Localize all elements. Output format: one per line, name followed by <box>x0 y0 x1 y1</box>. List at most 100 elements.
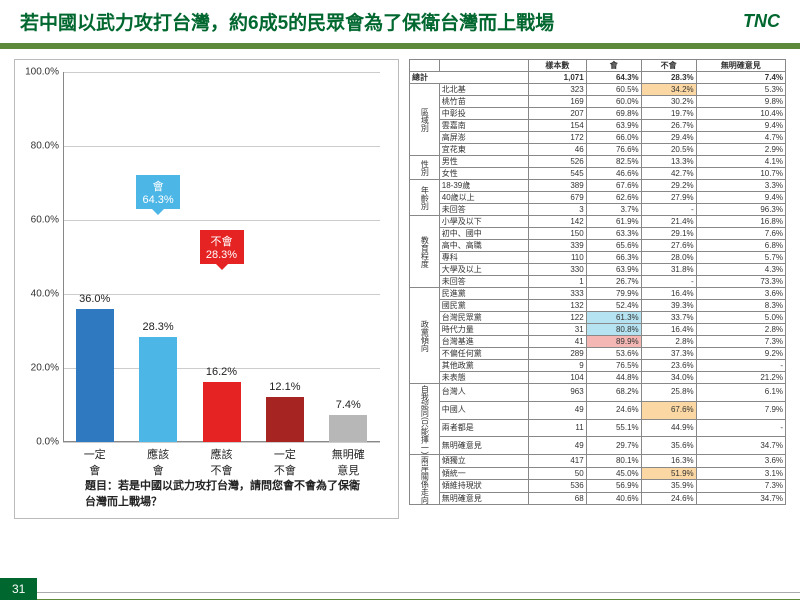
table-cell: 28.3% <box>641 72 696 84</box>
table-cell: 6.1% <box>696 384 785 402</box>
table-cell: 65.6% <box>586 240 641 252</box>
table-cell: 35.6% <box>641 437 696 455</box>
table-cell: 未回答 <box>439 276 528 288</box>
table-cell: 104 <box>529 372 587 384</box>
table-cell: 16.4% <box>641 288 696 300</box>
bar-value-label: 7.4% <box>318 399 378 411</box>
table-cell: 傾維持現狀 <box>439 480 528 493</box>
table-cell: 68.2% <box>586 384 641 402</box>
chart-bar <box>266 397 304 442</box>
table-cell: 63.9% <box>586 120 641 132</box>
page-number: 31 <box>0 578 37 600</box>
table-cell: 7.9% <box>696 401 785 419</box>
table-cell: 26.7% <box>586 276 641 288</box>
table-group: 兩岸關係走向 <box>410 455 440 505</box>
table-cell: 29.7% <box>586 437 641 455</box>
table-cell: 333 <box>529 288 587 300</box>
table-cell: 民進黨 <box>439 288 528 300</box>
table-cell: 16.8% <box>696 216 785 228</box>
crosstab-table: 樣本數會不會無明確意見總計1,07164.3%28.3%7.4%區域別北北基32… <box>409 59 786 519</box>
table-cell: 154 <box>529 120 587 132</box>
table-cell: 42.7% <box>641 168 696 180</box>
table-cell: 207 <box>529 108 587 120</box>
table-cell: 傾統一 <box>439 467 528 480</box>
chart-bar <box>139 337 177 442</box>
table-cell: 24.6% <box>586 401 641 419</box>
table-cell: 雲嘉南 <box>439 120 528 132</box>
table-cell: 16.3% <box>641 455 696 468</box>
table-cell: 宜花東 <box>439 144 528 156</box>
table-cell: 60.5% <box>586 84 641 96</box>
table-cell: 28.0% <box>641 252 696 264</box>
table-cell: 3 <box>529 204 587 216</box>
table-cell: 80.8% <box>586 324 641 336</box>
table-cell: 16.4% <box>641 324 696 336</box>
table-cell: 53.6% <box>586 348 641 360</box>
table-cell: 台灣人 <box>439 384 528 402</box>
table-cell: 37.3% <box>641 348 696 360</box>
table-cell: 44.8% <box>586 372 641 384</box>
table-cell: 初中、國中 <box>439 228 528 240</box>
table-cell: 40歲以上 <box>439 192 528 204</box>
table-cell: 49 <box>529 437 587 455</box>
table-cell: 3.6% <box>696 455 785 468</box>
table-cell: 台灣基進 <box>439 336 528 348</box>
logo: TNC <box>743 11 780 32</box>
table-cell: 3.7% <box>586 204 641 216</box>
table-header: 不會 <box>641 60 696 72</box>
table-cell: 8.3% <box>696 300 785 312</box>
table-cell: 高中、高職 <box>439 240 528 252</box>
table-cell: 21.4% <box>641 216 696 228</box>
table-cell: 63.3% <box>586 228 641 240</box>
table-cell: 56.9% <box>586 480 641 493</box>
summary-flag: 不會28.3% <box>200 230 244 264</box>
table-cell: 44.9% <box>641 419 696 437</box>
table-group: 政黨傾向 <box>410 288 440 384</box>
table-cell: 6.8% <box>696 240 785 252</box>
table-cell: 50 <box>529 467 587 480</box>
table-cell: 13.3% <box>641 156 696 168</box>
table-cell: 417 <box>529 455 587 468</box>
bar-chart: 0.0%20.0%40.0%60.0%80.0%100.0%36.0%一定會28… <box>14 59 399 519</box>
table-cell: 高屏澎 <box>439 132 528 144</box>
table-cell: 女性 <box>439 168 528 180</box>
table-cell: - <box>696 360 785 372</box>
main-content: 0.0%20.0%40.0%60.0%80.0%100.0%36.0%一定會28… <box>0 53 800 519</box>
bar-value-label: 12.1% <box>255 381 315 393</box>
table-cell: 未表態 <box>439 372 528 384</box>
table-cell: 5.7% <box>696 252 785 264</box>
table-cell: 27.9% <box>641 192 696 204</box>
table-cell: 9.4% <box>696 192 785 204</box>
table-header <box>439 60 528 72</box>
table-cell: 無明確意見 <box>439 492 528 505</box>
table-cell: 33.7% <box>641 312 696 324</box>
table-cell: 29.1% <box>641 228 696 240</box>
table-cell: 時代力量 <box>439 324 528 336</box>
table-cell: 330 <box>529 264 587 276</box>
table-cell: 桃竹苗 <box>439 96 528 108</box>
table-cell: 122 <box>529 312 587 324</box>
table-cell: 3.3% <box>696 180 785 192</box>
table-cell: 66.3% <box>586 252 641 264</box>
table-group: 性別 <box>410 156 440 180</box>
table-cell: 5.0% <box>696 312 785 324</box>
table-cell: 中國人 <box>439 401 528 419</box>
footer-line <box>0 592 800 600</box>
y-axis-label: 0.0% <box>19 437 59 448</box>
header: 若中國以武力攻打台灣，約6成5的民眾會為了保衛台灣而上戰場 TNC <box>0 0 800 39</box>
table-cell: 5.3% <box>696 84 785 96</box>
table-cell: 總計 <box>410 72 529 84</box>
table-header <box>410 60 440 72</box>
table-cell: 無明確意見 <box>439 437 528 455</box>
table-cell: 80.1% <box>586 455 641 468</box>
table-cell: 29.4% <box>641 132 696 144</box>
table-cell: 69.8% <box>586 108 641 120</box>
table-cell: 9 <box>529 360 587 372</box>
table-cell: 52.4% <box>586 300 641 312</box>
table-cell: 34.7% <box>696 437 785 455</box>
table-cell: 389 <box>529 180 587 192</box>
table-cell: 7.3% <box>696 336 785 348</box>
table-cell: 23.6% <box>641 360 696 372</box>
table-cell: 25.8% <box>641 384 696 402</box>
table-cell: 傾獨立 <box>439 455 528 468</box>
